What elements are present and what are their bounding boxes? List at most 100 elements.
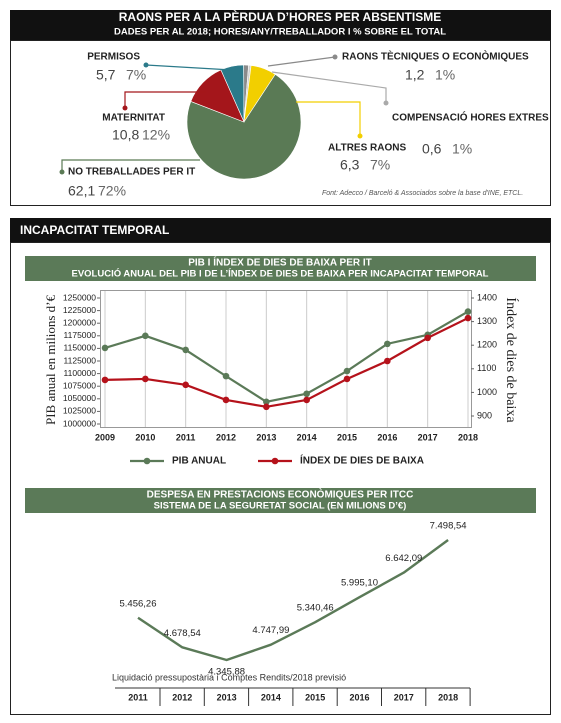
value-label: 5.995,10 [341, 578, 378, 589]
y-tick-label: 1125000 [64, 355, 97, 365]
pie-subtitle: DADES PER AL 2018; HORES/ANY/TREBALLADOR… [114, 27, 446, 38]
leader-line [271, 71, 387, 103]
leader-line [61, 159, 200, 172]
y-axis-label: PIB anual en milions d’€ [43, 295, 58, 425]
point [182, 381, 189, 389]
point [101, 376, 109, 384]
x-tick-label: 2014 [261, 692, 281, 702]
source: Font: Adecco / Barceló & Associados sobr… [322, 190, 523, 197]
section-title: INCAPACITAT TEMPORAL [20, 223, 169, 237]
x-tick-label: 2018 [458, 432, 478, 442]
x-tick-label: 2012 [216, 432, 236, 442]
header-bar [10, 10, 551, 40]
pie-frame [10, 40, 551, 206]
series-line [137, 539, 449, 662]
leader-line [267, 56, 336, 67]
legend-label: ÍNDEX DE DIES DE BAIXA [300, 454, 424, 467]
y-tick-label: 1075000 [63, 380, 96, 390]
note: Liquidació pressupostària i Comptes Rend… [112, 672, 346, 682]
point [343, 367, 351, 375]
point [222, 372, 230, 380]
pie-title: RAONS PER A LA PÈRDUA D’HORES PER ABSENT… [119, 9, 441, 24]
series-line [104, 317, 469, 408]
leader-line [124, 91, 206, 108]
pie-slice [186, 73, 302, 180]
x-tick-label: 2011 [128, 692, 148, 702]
y2-tick-label: 900 [477, 410, 492, 420]
point [303, 396, 310, 404]
y2-tick-label: 1200 [477, 340, 497, 350]
slice-value: 5,7 [96, 67, 116, 83]
slice-share: 72% [98, 183, 126, 199]
leader-dot [59, 169, 65, 175]
series-line [104, 310, 469, 403]
slice-value: 62,1 [68, 183, 95, 199]
x-tick-label: 2012 [172, 692, 192, 702]
leader-dot [383, 100, 389, 106]
slice-value: 1,2 [405, 67, 425, 83]
y-tick-label: 1000000 [63, 418, 96, 428]
y-tick-label: 1050000 [63, 393, 96, 403]
point [424, 334, 431, 342]
y-tick-label: 1225000 [63, 305, 96, 315]
value-label: 6.642,09 [385, 553, 422, 564]
section-frame [10, 242, 551, 715]
leader-dot [332, 54, 338, 60]
point [464, 314, 472, 322]
chart2-title: PIB I ÍNDEX DE DIES DE BAIXA PER IT [188, 256, 372, 269]
x-tick-label: 2017 [394, 692, 414, 702]
x-tick-label: 2010 [135, 432, 155, 442]
legend-dot [143, 457, 151, 465]
slice-label: PERMISOS [87, 52, 140, 63]
slice-share: 1% [452, 141, 472, 157]
x-tick-label: 2014 [297, 432, 317, 442]
value-label: 4.345,88 [208, 667, 245, 678]
point [384, 357, 391, 365]
chart3-header [25, 488, 536, 513]
leader-dot [357, 133, 363, 139]
x-tick-label: 2009 [95, 432, 115, 442]
point [263, 403, 270, 411]
x-tick-label: 2013 [217, 692, 237, 702]
slice-share: 7% [370, 157, 390, 173]
leader-dot [122, 105, 128, 111]
point [182, 346, 189, 354]
slice-label: NO TREBALLADES PER IT [68, 167, 195, 178]
y-tick-label: 1250000 [63, 292, 96, 302]
point [101, 344, 109, 352]
plot-frame [100, 290, 472, 428]
leader-dot [143, 62, 149, 68]
leader-line [296, 101, 361, 136]
x-tick-label: 2013 [256, 432, 276, 442]
y2-tick-label: 1400 [477, 292, 497, 302]
point [142, 332, 149, 340]
chart2-header [25, 256, 536, 281]
point [384, 340, 391, 348]
y2-tick-label: 1100 [477, 363, 496, 373]
point [222, 396, 230, 404]
value-label: 4.747,99 [252, 625, 289, 636]
y2-axis-label: Índex de dies de baixa [503, 297, 520, 423]
x-tick-label: 2015 [337, 432, 357, 442]
leader-line [145, 64, 233, 71]
x-tick-label: 2017 [418, 432, 438, 442]
slice-share: 7% [126, 67, 146, 83]
y-tick-label: 1175000 [64, 330, 97, 340]
section-bar [10, 218, 551, 242]
point [263, 398, 270, 406]
slice-label: COMPENSACIÓ HORES EXTRES [392, 111, 549, 124]
chart3-title: DESPESA EN PRESTACIONS ECONÒMIQUES PER I… [147, 488, 414, 501]
slice-label: RAONS TÈCNIQUES O ECONÒMIQUES [342, 50, 529, 63]
slice-value: 6,3 [340, 157, 360, 173]
slice-share: 1% [435, 67, 455, 83]
legend-label: PIB ANUAL [172, 456, 226, 467]
value-label: 7.498,54 [430, 521, 467, 532]
chart2-subtitle: EVOLUCIÓ ANUAL DEL PIB I DE L’ÍNDEX DE D… [72, 268, 489, 280]
y2-tick-label: 1300 [477, 316, 497, 326]
x-tick-label: 2015 [305, 692, 325, 702]
slice-value: 0,6 [422, 141, 442, 157]
point [343, 375, 351, 383]
slice-value: 10,8 [112, 127, 139, 143]
y-tick-label: 1025000 [63, 406, 96, 416]
